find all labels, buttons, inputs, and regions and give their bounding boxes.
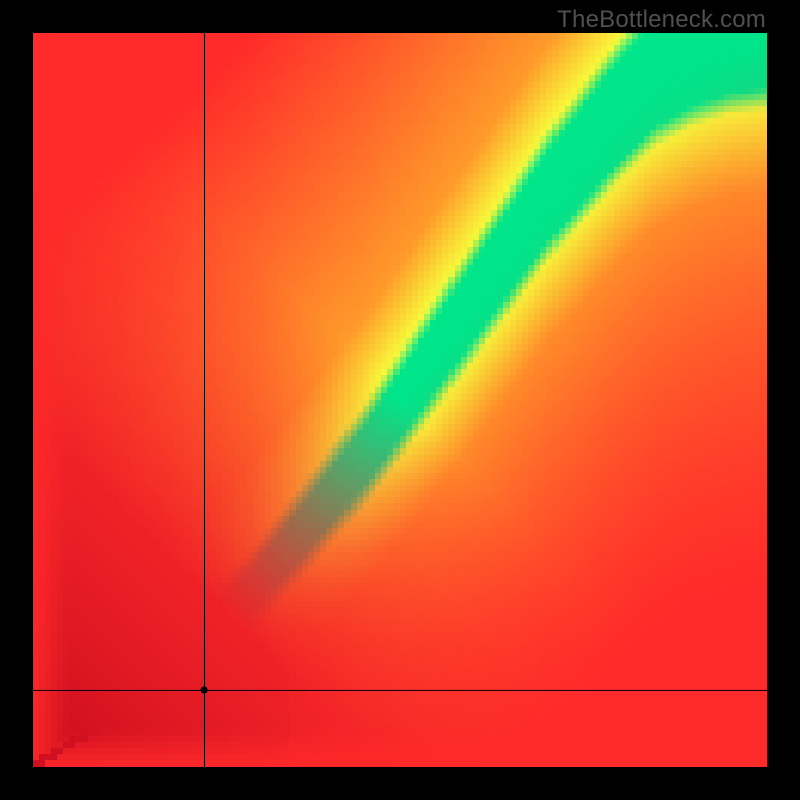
bottleneck-heatmap (33, 33, 767, 767)
chart-container: TheBottleneck.com (0, 0, 800, 800)
watermark-text: TheBottleneck.com (557, 6, 766, 34)
